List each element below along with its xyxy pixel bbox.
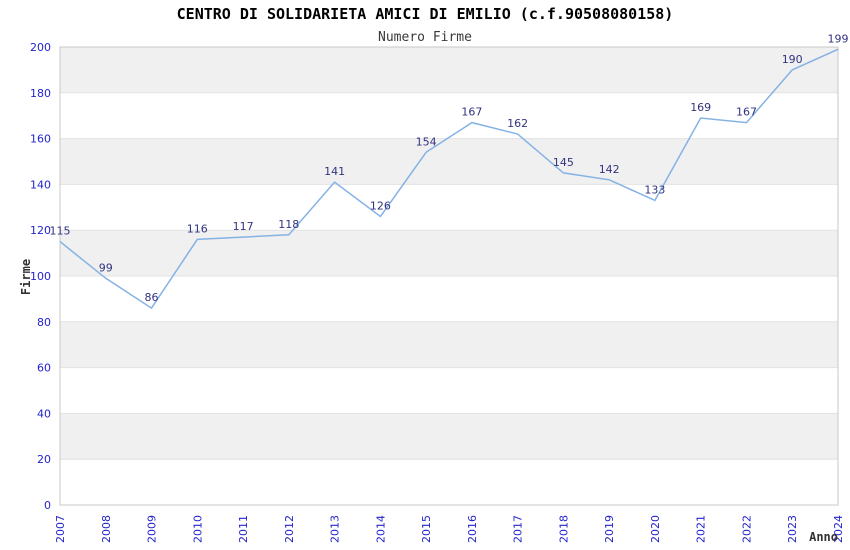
point-label: 190 (782, 53, 803, 66)
plot-band (60, 47, 838, 93)
x-tick-label: 2022 (741, 515, 754, 543)
plot-band (60, 138, 838, 185)
plot-band (60, 413, 838, 460)
point-labels: 115 99 86 116 117 118 141 126 154 167 162 145 142 133… (50, 32, 849, 304)
point-label: 118 (278, 218, 299, 231)
x-tick-label: 2011 (237, 515, 250, 543)
x-tick-label: 2007 (54, 515, 67, 543)
x-tick-label: 2008 (100, 515, 113, 543)
plot-border (59, 46, 839, 506)
point-label: 154 (416, 135, 437, 148)
y-tick-label: 40 (37, 407, 51, 420)
x-tick-label: 2009 (146, 515, 159, 543)
point-label: 86 (145, 291, 159, 304)
plot-band (60, 230, 838, 276)
x-tick-label: 2016 (466, 515, 479, 543)
point-label: 167 (461, 106, 482, 119)
x-tick-label: 2013 (329, 515, 342, 543)
point-label: 115 (50, 225, 71, 238)
x-tick-label: 2014 (374, 515, 387, 543)
chart-subtitle: Numero Firme (378, 30, 472, 45)
point-label: 142 (599, 163, 620, 176)
point-label: 133 (644, 183, 665, 196)
y-axis-label: Firme (19, 259, 33, 295)
point-label: 199 (828, 32, 849, 45)
point-label: 116 (187, 222, 208, 235)
x-tick-label: 2024 (832, 515, 845, 543)
y-tick-label: 200 (30, 41, 51, 54)
x-tick-label: 2012 (283, 515, 296, 543)
y-tick-label: 0 (44, 499, 51, 512)
point-label: 162 (507, 117, 528, 130)
x-tick-label: 2015 (420, 515, 433, 543)
y-tick-label: 100 (30, 270, 51, 283)
x-tick-label: 2010 (191, 515, 204, 543)
x-tick-label: 2020 (649, 515, 662, 543)
x-tick-label: 2023 (786, 515, 799, 543)
y-tick-label: 160 (30, 133, 51, 146)
y-tick-label: 140 (30, 178, 51, 191)
x-axis-tick-labels: 2007 2008 2009 2010 2011 2012 2013 2014 2015 2016… (54, 515, 845, 543)
point-label: 141 (324, 165, 345, 178)
y-tick-label: 60 (37, 362, 51, 375)
series-line (59, 48, 839, 310)
point-label: 126 (370, 200, 391, 213)
point-label: 167 (736, 106, 757, 119)
chart-title: CENTRO DI SOLIDARIETA AMICI DI EMILIO (c… (177, 5, 674, 23)
x-tick-label: 2021 (695, 515, 708, 543)
y-axis-tick-labels: 0 20 40 60 80 100 120 140 160 180 200 (30, 41, 51, 512)
x-tick-label: 2019 (603, 515, 616, 543)
x-tick-label: 2017 (512, 515, 525, 543)
point-label: 145 (553, 156, 574, 169)
point-label: 117 (233, 220, 254, 233)
plot-band (60, 321, 838, 368)
y-tick-label: 120 (30, 224, 51, 237)
x-axis-label: Anno (809, 530, 838, 544)
y-tick-label: 180 (30, 87, 51, 100)
y-tick-label: 80 (37, 316, 51, 329)
plot-bands (60, 47, 838, 460)
x-tick-label: 2018 (557, 515, 570, 543)
y-tick-label: 20 (37, 453, 51, 466)
point-label: 169 (690, 101, 711, 114)
point-label: 99 (99, 261, 113, 274)
